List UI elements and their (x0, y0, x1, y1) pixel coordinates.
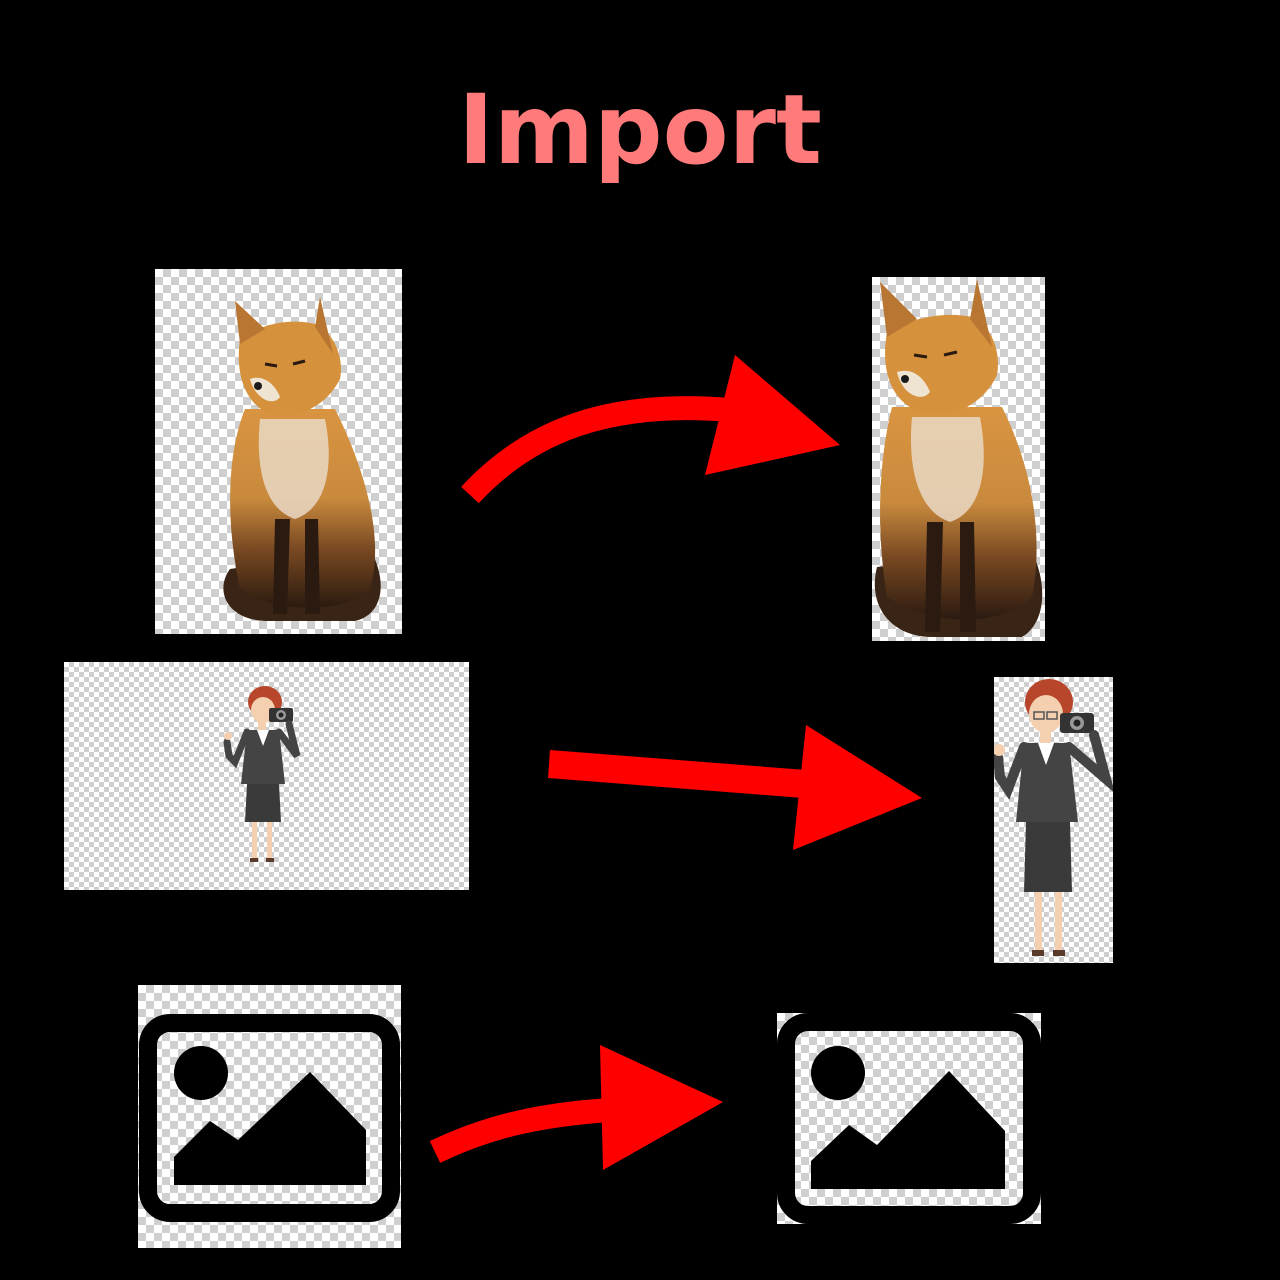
image-placeholder-icon (777, 1013, 1041, 1224)
placeholder-source-image (138, 985, 401, 1248)
woman-with-camera-icon (223, 686, 301, 862)
placeholder-target-image (777, 1013, 1041, 1224)
fox-icon (223, 297, 381, 621)
woman-with-camera-icon (994, 679, 1113, 956)
arrow-right-icon (548, 725, 922, 850)
curved-arrow-right-icon (461, 355, 840, 504)
woman-source-image (64, 662, 469, 890)
image-placeholder-icon (139, 1014, 400, 1222)
woman-target-image (994, 677, 1113, 963)
fox-icon (874, 279, 1043, 637)
fox-target-image (872, 277, 1045, 641)
page-title: Import (458, 74, 822, 186)
curved-arrow-right-icon (429, 1045, 723, 1170)
fox-source-image (155, 269, 402, 634)
